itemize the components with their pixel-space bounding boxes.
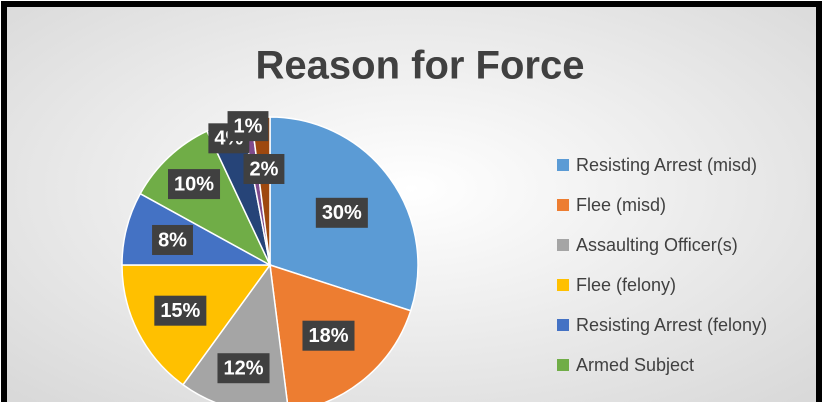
data-label-text: 10% bbox=[174, 173, 214, 195]
data-label: 30% bbox=[315, 197, 368, 228]
legend-label: Resisting Arrest (felony) bbox=[576, 315, 767, 335]
data-label-text: 1% bbox=[234, 115, 263, 137]
legend-swatch bbox=[557, 279, 569, 291]
legend-swatch bbox=[557, 319, 569, 331]
data-label: 10% bbox=[167, 169, 221, 200]
data-label-text: 8% bbox=[158, 229, 187, 251]
data-label-box bbox=[217, 353, 270, 384]
legend-label: Armed Subject bbox=[576, 355, 694, 375]
legend-label: Assaulting Officer(s) bbox=[576, 235, 738, 255]
data-label-box bbox=[154, 295, 207, 326]
legend-swatch bbox=[557, 199, 569, 211]
data-label: 2% bbox=[243, 153, 285, 184]
data-label: 15% bbox=[154, 295, 207, 326]
data-label: 12% bbox=[217, 353, 270, 384]
legend-swatch bbox=[557, 359, 569, 371]
legend-label: Resisting Arrest (misd) bbox=[576, 155, 757, 175]
data-label-box bbox=[302, 320, 355, 351]
legend-swatch bbox=[557, 159, 569, 171]
data-label-text: 12% bbox=[223, 357, 263, 379]
data-label-box bbox=[315, 197, 368, 228]
legend-swatch bbox=[557, 239, 569, 251]
data-label-text: 30% bbox=[322, 202, 362, 224]
chart-title: Reason for Force bbox=[256, 44, 585, 88]
data-label-box bbox=[167, 169, 221, 200]
data-label-text: 18% bbox=[308, 325, 348, 347]
legend-label: Flee (misd) bbox=[576, 195, 666, 215]
data-label-text: 15% bbox=[160, 300, 200, 322]
data-label: 1% bbox=[227, 111, 269, 142]
data-label-box bbox=[243, 153, 285, 184]
data-label-box bbox=[152, 224, 193, 255]
data-label: 8% bbox=[152, 224, 193, 255]
data-label-box bbox=[227, 111, 269, 142]
data-label: 18% bbox=[302, 320, 355, 351]
legend-label: Flee (felony) bbox=[576, 275, 676, 295]
data-label-text: 2% bbox=[250, 158, 279, 180]
